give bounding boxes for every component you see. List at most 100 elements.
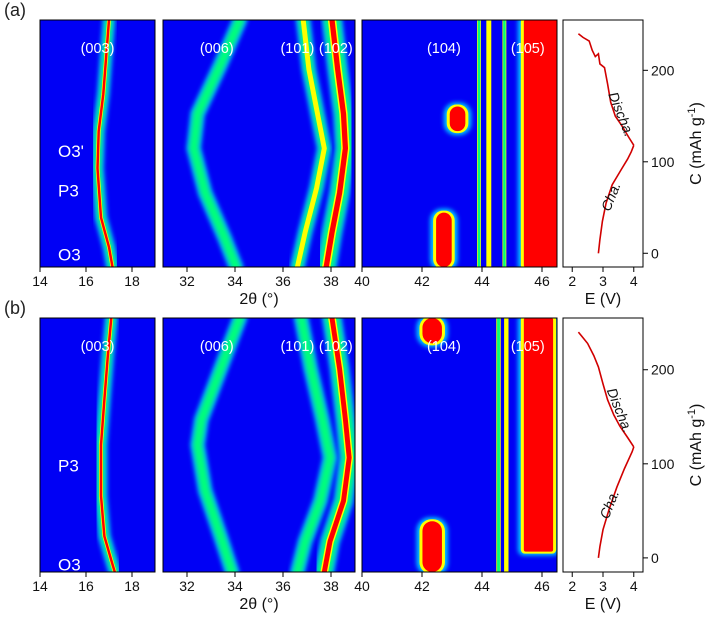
peak-label: (102) — [319, 41, 353, 57]
peak-label: (006) — [200, 339, 234, 355]
plot-frame — [39, 317, 156, 573]
echem-y-tick-label: 0 — [651, 550, 659, 566]
panel-label: (b) — [4, 298, 26, 318]
ridge-core — [96, 20, 114, 267]
peak-label: (104) — [427, 41, 461, 57]
peak-label: (102) — [319, 339, 353, 355]
ridge-core — [295, 20, 326, 267]
echem-x-label: E (V) — [585, 291, 621, 308]
x-tick-label: 40 — [354, 578, 370, 594]
peak-label: (003) — [81, 339, 115, 355]
phase-label: O3 — [58, 246, 81, 265]
ridge-body — [189, 20, 245, 267]
echem-x-label: E (V) — [585, 596, 621, 613]
echem-x-tick-label: 4 — [630, 273, 638, 289]
ridge-core — [323, 20, 349, 267]
heatmap-features — [186, 20, 355, 267]
heatmap-features — [190, 318, 355, 572]
panel-b: (b)14 16 18(003)32 34 36 38(006) (101) (102)40 4… — [4, 298, 705, 613]
discharge-curve — [577, 33, 635, 146]
x-tick-label: 16 — [78, 578, 94, 594]
red-blob-104-low — [422, 521, 442, 572]
phase-label: P3 — [58, 181, 79, 200]
plot-frame — [162, 19, 356, 268]
xrd-plot-3: 40 42 44 46 (104) (105) — [354, 19, 558, 289]
echem-x-tick-label: 4 — [630, 578, 638, 594]
heatmap-features — [94, 318, 122, 572]
ridge-core — [99, 318, 117, 572]
x-tick-label: 32 — [179, 273, 195, 289]
echem-y-tick-label: 200 — [651, 62, 675, 78]
peak-label: (006) — [200, 41, 234, 57]
ridge-core — [321, 318, 352, 572]
xrd-plot-3: 40 42 44 46 (104) (105) — [354, 317, 558, 594]
discharge-curve — [577, 331, 635, 448]
x-tick-label: 40 — [354, 273, 370, 289]
x-axis-label: 2θ (°) — [239, 596, 278, 613]
x-tick-label: 14 — [32, 578, 48, 594]
charge-curve — [597, 145, 635, 254]
echem-x-tick-label: 3 — [599, 273, 607, 289]
xrd-plot-1: 14 16 18 (003) — [32, 317, 156, 594]
panel-a: (a)14 16 18(003)32 34 36 38(006) (101) (102)40 4… — [4, 0, 705, 308]
x-tick-label: 42 — [414, 273, 430, 289]
red-blob-104-low — [436, 212, 452, 267]
red-blob-104-mid — [449, 106, 466, 132]
plot-frame — [361, 317, 558, 573]
ridge-body — [292, 318, 335, 572]
heatmap-features — [90, 20, 155, 267]
phase-label: O3 — [58, 555, 81, 574]
echem-y-label: C (mAh g-1) — [686, 102, 705, 185]
echem-frame — [562, 19, 644, 268]
x-tick-label: 44 — [474, 273, 490, 289]
echem-x-tick-label: 3 — [599, 578, 607, 594]
echem-x-tick-label: 2 — [568, 578, 576, 594]
red-blob-104-top — [422, 318, 442, 344]
x-tick-label: 18 — [124, 273, 140, 289]
echem-x-tick-label: 2 — [568, 273, 576, 289]
x-tick-label: 32 — [179, 578, 195, 594]
x-tick-label: 14 — [32, 273, 48, 289]
heatmap-features — [415, 20, 557, 267]
x-tick-label: 38 — [323, 273, 339, 289]
x-tick-label: 36 — [275, 578, 291, 594]
red-region-105 — [523, 20, 557, 267]
echem-y-label: C (mAh g-1) — [686, 404, 705, 487]
plot-frame — [361, 19, 558, 268]
x-tick-label: 34 — [227, 273, 243, 289]
x-tick-label: 16 — [78, 273, 94, 289]
echem-y-tick-label: 100 — [651, 154, 675, 170]
x-tick-label: 18 — [124, 578, 140, 594]
x-tick-label: 36 — [275, 273, 291, 289]
x-tick-label: 44 — [474, 578, 490, 594]
x-tick-label: 34 — [227, 578, 243, 594]
peak-label: (104) — [427, 339, 461, 355]
x-tick-label: 46 — [534, 273, 550, 289]
xrd-plot-2: 32 34 36 38 (006) (101) (102) — [162, 317, 356, 594]
ridge-body — [193, 318, 245, 572]
phase-label: O3' — [58, 142, 84, 161]
peak-label: (101) — [280, 339, 314, 355]
xrd-plot-1: 14 16 18 (003) — [32, 19, 156, 289]
peak-label: (003) — [81, 41, 115, 57]
peak-label: (105) — [511, 41, 545, 57]
panel-label: (a) — [4, 0, 26, 20]
heatmap-features — [416, 318, 557, 572]
x-axis-label: 2θ (°) — [239, 291, 278, 308]
x-tick-label: 38 — [323, 578, 339, 594]
x-tick-label: 42 — [414, 578, 430, 594]
peak-label: (105) — [511, 339, 545, 355]
plot-frame — [162, 317, 356, 573]
echem-y-tick-label: 200 — [651, 362, 675, 378]
xrd-plot-2: 32 34 36 38 (006) (101) (102) — [162, 19, 356, 289]
x-tick-label: 46 — [534, 578, 550, 594]
phase-label: P3 — [58, 456, 79, 475]
red-region-105 — [523, 318, 554, 552]
charge-curve — [597, 446, 635, 559]
echem-y-tick-label: 100 — [651, 456, 675, 472]
plot-frame — [39, 19, 156, 268]
peak-label: (101) — [280, 41, 314, 57]
